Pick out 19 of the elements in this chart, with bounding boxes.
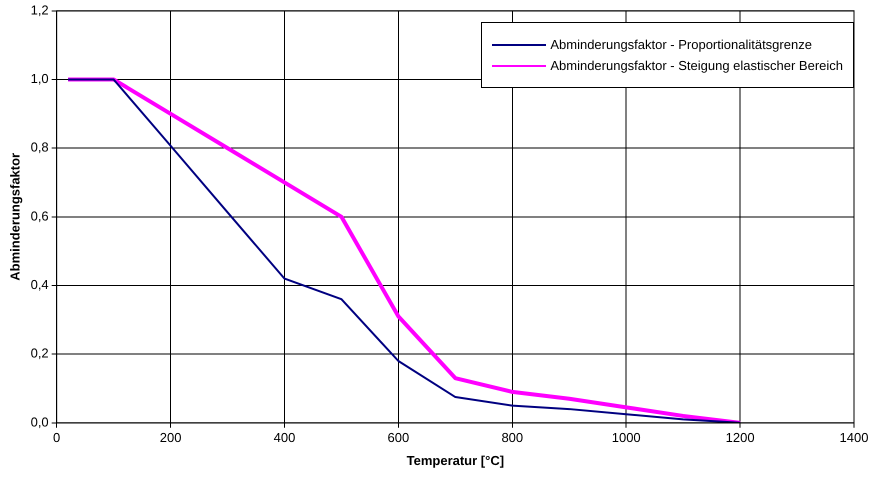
y-tick-label: 1,0 <box>30 71 49 86</box>
y-tick-label: 1,2 <box>30 2 49 18</box>
y-tick-label: 0,8 <box>30 140 49 155</box>
y-tick-label: 0,4 <box>30 277 49 292</box>
y-tick-label: 0,2 <box>30 346 49 361</box>
x-tick-label: 600 <box>388 430 410 446</box>
x-tick-label: 1400 <box>840 430 868 446</box>
y-axis-title: Abminderungsfaktor <box>7 152 22 281</box>
x-tick-label: 0 <box>53 430 60 446</box>
x-tick-label: 400 <box>274 430 296 446</box>
x-tick-label: 1000 <box>612 430 641 446</box>
x-tick-label: 800 <box>501 430 524 446</box>
x-tick-label: 1200 <box>726 430 755 446</box>
y-tick-label: 0,6 <box>30 208 49 224</box>
legend-label: Abminderungsfaktor - Proportionalitätsgrenze <box>550 37 812 52</box>
legend-label: Abminderungsfaktor - Steigung elastischer Bereich <box>550 58 843 73</box>
x-axis-title: Temperatur [°C] <box>406 452 504 468</box>
x-tick-label: 200 <box>160 430 182 446</box>
y-tick-label: 0,0 <box>30 414 49 430</box>
